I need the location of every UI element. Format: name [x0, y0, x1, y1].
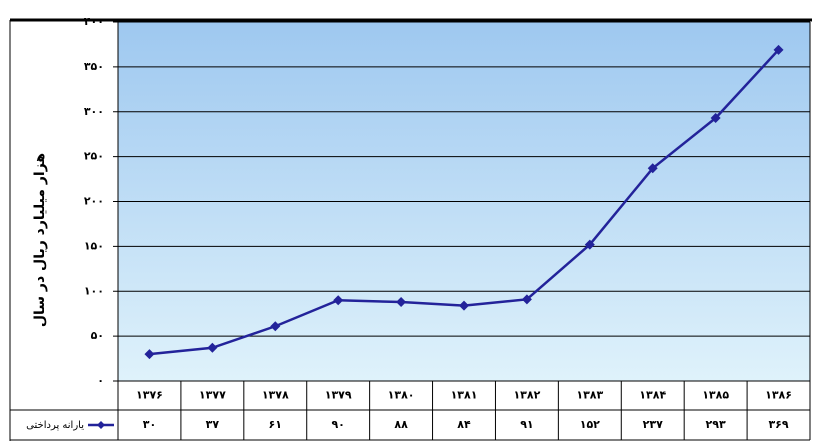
- y-tick-label: ۵۰: [91, 329, 104, 342]
- x-tick-label: ۱۳۷۶: [136, 389, 163, 402]
- legend-label: یارانه پرداختی: [26, 420, 84, 431]
- x-tick-label: ۱۳۸۶: [765, 389, 792, 402]
- y-axis-label: هزار میلیارد ریال در سال: [32, 153, 48, 327]
- x-tick-label: ۱۳۸۳: [576, 389, 603, 402]
- table-value: ۲۳۷: [643, 418, 663, 431]
- y-tick-label: ۳۰۰: [84, 105, 104, 118]
- y-tick-label: ۰: [97, 374, 104, 387]
- table-value: ۹۱: [520, 418, 533, 431]
- y-tick-label: ۱۰۰: [84, 284, 104, 297]
- x-tick-label: ۱۳۷۹: [325, 389, 352, 402]
- table-value: ۹۰: [331, 418, 344, 431]
- table-value: ۶۱: [269, 418, 282, 431]
- table-value: ۸۴: [457, 418, 471, 431]
- table-value: ۳۷: [206, 418, 220, 431]
- y-tick-label: ۴۰۰: [84, 15, 104, 28]
- x-tick-label: ۱۳۸۰: [388, 389, 415, 402]
- y-tick-label: ۱۵۰: [84, 239, 104, 252]
- legend-marker: [97, 421, 105, 429]
- x-tick-label: ۱۳۸۵: [702, 389, 729, 402]
- x-tick-label: ۱۳۸۲: [513, 389, 540, 402]
- x-tick-label: ۱۳۸۴: [639, 389, 666, 402]
- x-tick-label: ۱۳۷۸: [262, 389, 289, 402]
- chart: هزار میلیارد ریال در سال ۰ ۵۰ ۱۰۰ ۱۵۰ ۲۰۰ ۲۵۰…: [0, 0, 821, 443]
- y-tick-label: ۳۵۰: [84, 60, 104, 73]
- table-value: ۳۶۹: [768, 418, 788, 431]
- x-tick-label: ۱۳۷۷: [199, 389, 226, 402]
- table-value: ۱۵۲: [580, 418, 600, 431]
- table-value: ۸۸: [394, 418, 408, 431]
- y-tick-label: ۲۵۰: [84, 150, 104, 163]
- table-value: ۳۰: [143, 418, 156, 431]
- x-tick-label: ۱۳۸۱: [451, 389, 478, 402]
- table-value: ۲۹۳: [706, 418, 726, 431]
- y-tick-label: ۲۰۰: [84, 195, 104, 208]
